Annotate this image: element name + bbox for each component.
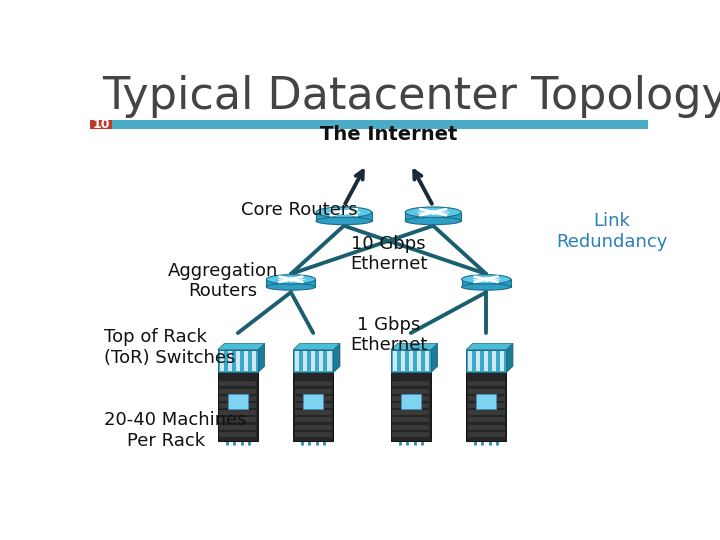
Bar [468, 352, 472, 370]
Bar [417, 352, 421, 370]
Bar [392, 352, 397, 370]
Text: 20-40 Machines
    Per Rack: 20-40 Machines Per Rack [104, 411, 246, 450]
Bar [392, 403, 429, 408]
Polygon shape [333, 343, 340, 373]
FancyBboxPatch shape [405, 212, 461, 221]
Bar [476, 394, 496, 409]
Text: Link
Redundancy: Link Redundancy [556, 212, 667, 251]
Bar [392, 396, 429, 401]
Bar [243, 352, 248, 370]
Bar [303, 352, 307, 370]
Bar [401, 394, 421, 409]
Bar [392, 417, 429, 422]
Bar [392, 389, 429, 394]
Bar [90, 120, 648, 129]
Ellipse shape [405, 207, 461, 218]
Ellipse shape [316, 217, 372, 225]
Polygon shape [431, 343, 438, 373]
Bar [220, 424, 256, 430]
Bar [468, 389, 505, 394]
Bar [425, 352, 429, 370]
Bar [228, 352, 232, 370]
Bar [217, 349, 258, 373]
Bar [303, 394, 323, 409]
Text: 10 Gbps
Ethernet: 10 Gbps Ethernet [350, 234, 427, 273]
Bar [311, 352, 315, 370]
Bar [294, 403, 332, 408]
Ellipse shape [266, 284, 315, 290]
Ellipse shape [462, 284, 510, 290]
Ellipse shape [266, 275, 315, 284]
Bar [468, 417, 505, 422]
Ellipse shape [316, 207, 372, 218]
Bar [392, 381, 429, 387]
Bar [220, 417, 256, 422]
Bar [392, 410, 429, 415]
Ellipse shape [462, 275, 510, 284]
FancyBboxPatch shape [266, 279, 315, 287]
Bar [466, 349, 506, 373]
Bar [90, 120, 112, 129]
Bar [220, 389, 256, 394]
Bar [294, 417, 332, 422]
Bar [468, 432, 505, 437]
Text: Typical Datacenter Topology: Typical Datacenter Topology [102, 75, 720, 118]
Bar [220, 410, 256, 415]
Bar [90, 65, 648, 129]
Bar [294, 389, 332, 394]
Bar [327, 352, 331, 370]
Bar [217, 373, 258, 441]
Text: 10: 10 [92, 118, 110, 131]
Bar [468, 403, 505, 408]
Polygon shape [466, 343, 513, 349]
Bar [319, 352, 323, 370]
Bar [409, 352, 413, 370]
Text: 1 Gbps
Ethernet: 1 Gbps Ethernet [350, 316, 427, 354]
Bar [468, 424, 505, 430]
Bar [220, 432, 256, 437]
Text: Aggregation
Routers: Aggregation Routers [168, 261, 279, 300]
Bar [252, 352, 256, 370]
Bar [220, 403, 256, 408]
Bar [392, 424, 429, 430]
Bar [294, 410, 332, 415]
Bar [294, 424, 332, 430]
Polygon shape [293, 343, 340, 349]
Bar [220, 396, 256, 401]
Bar [293, 349, 333, 373]
Bar [293, 373, 333, 441]
Bar [235, 352, 240, 370]
Bar [228, 394, 248, 409]
Bar [484, 352, 488, 370]
Polygon shape [217, 343, 265, 349]
FancyBboxPatch shape [316, 212, 372, 221]
Bar [220, 352, 224, 370]
Bar [468, 381, 505, 387]
Polygon shape [391, 343, 438, 349]
Bar [392, 432, 429, 437]
Text: Top of Rack
(ToR) Switches: Top of Rack (ToR) Switches [104, 328, 235, 367]
Bar [466, 373, 506, 441]
Polygon shape [258, 343, 265, 373]
Text: Core Routers: Core Routers [240, 201, 357, 219]
Bar [468, 410, 505, 415]
Bar [391, 373, 431, 441]
Bar [391, 349, 431, 373]
Bar [500, 352, 505, 370]
Bar [220, 381, 256, 387]
Bar [294, 381, 332, 387]
Bar [476, 352, 480, 370]
Bar [468, 396, 505, 401]
Bar [295, 352, 300, 370]
Bar [400, 352, 405, 370]
Bar [492, 352, 497, 370]
Polygon shape [506, 343, 513, 373]
Bar [90, 129, 648, 481]
FancyBboxPatch shape [462, 279, 510, 287]
Bar [294, 432, 332, 437]
Text: The Internet: The Internet [320, 125, 457, 144]
Ellipse shape [405, 217, 461, 225]
Bar [294, 396, 332, 401]
